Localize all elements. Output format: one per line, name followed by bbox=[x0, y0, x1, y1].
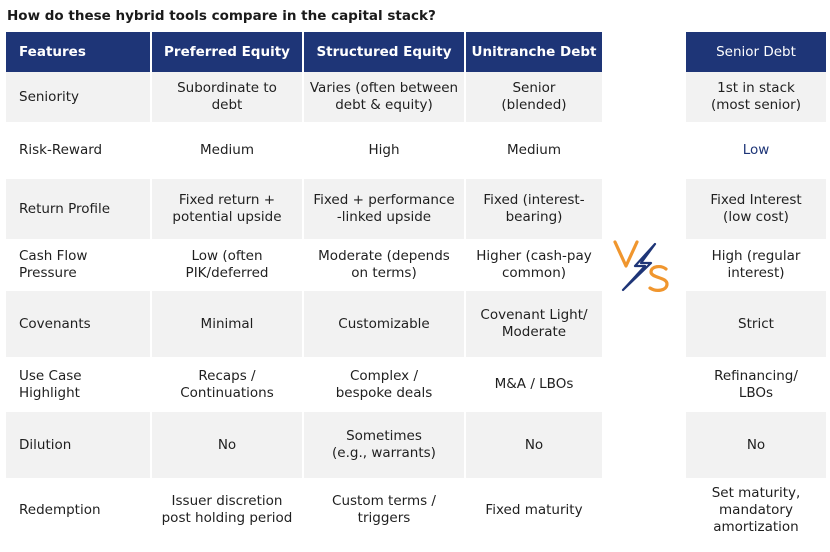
table-row: Dilution No Sometimes (e.g., warrants) N… bbox=[6, 412, 602, 478]
preferred-equity-value: Low (often PIK/deferred bbox=[152, 239, 304, 291]
unitranche-debt-value: No bbox=[524, 436, 544, 453]
senior-debt-value: No bbox=[746, 436, 766, 453]
table-row: 1st in stack (most senior) bbox=[686, 72, 826, 122]
unitranche-debt-value: Covenant Light/ Moderate bbox=[480, 307, 588, 340]
table-row: Fixed Interest (low cost) bbox=[686, 179, 826, 239]
feature-label: Return Profile bbox=[6, 179, 152, 239]
comparison-table: Features Preferred Equity Structured Equ… bbox=[6, 32, 602, 542]
preferred-equity-value: Minimal bbox=[152, 291, 304, 357]
table-row: Redemption Issuer discretion post holdin… bbox=[6, 478, 602, 542]
preferred-equity-value: Fixed return + potential upside bbox=[152, 179, 304, 239]
table-row: Return Profile Fixed return + potential … bbox=[6, 179, 602, 239]
structured-equity-value: High bbox=[304, 122, 466, 179]
table-row: Low bbox=[686, 122, 826, 179]
structured-equity-value: Complex / bespoke deals bbox=[304, 357, 466, 412]
feature-label: Covenants bbox=[6, 291, 152, 357]
table-row: Risk-Reward Medium High Medium bbox=[6, 122, 602, 179]
feature-label: Seniority bbox=[6, 72, 152, 122]
feature-label: Dilution bbox=[6, 412, 152, 478]
senior-debt-value: Set maturity, mandatory amortization bbox=[711, 484, 801, 535]
structured-equity-value: Varies (often between debt & equity) bbox=[304, 72, 466, 122]
preferred-equity-value: Subordinate to debt bbox=[152, 72, 304, 122]
senior-debt-table: Senior Debt 1st in stack (most senior) L… bbox=[686, 32, 826, 542]
feature-label: Risk-Reward bbox=[6, 122, 152, 179]
page-title: How do these hybrid tools compare in the… bbox=[7, 8, 436, 24]
senior-debt-value: High (regular interest) bbox=[711, 248, 801, 281]
table-row: Set maturity, mandatory amortization bbox=[686, 478, 826, 542]
senior-header-row: Senior Debt bbox=[686, 32, 826, 72]
senior-debt-value: Fixed Interest (low cost) bbox=[710, 192, 802, 225]
feature-label: Redemption bbox=[6, 478, 152, 542]
table-header-row: Features Preferred Equity Structured Equ… bbox=[6, 32, 602, 72]
preferred-equity-value: Issuer discretion post holding period bbox=[152, 478, 304, 542]
table-row: Use Case Highlight Recaps / Continuation… bbox=[6, 357, 602, 412]
senior-debt-value: Strict bbox=[738, 315, 774, 332]
unitranche-debt-value: Medium bbox=[507, 142, 561, 158]
feature-label: Use Case Highlight bbox=[6, 357, 152, 412]
table-row: Covenants Minimal Customizable Covenant … bbox=[6, 291, 602, 357]
senior-debt-value: Refinancing/ LBOs bbox=[714, 367, 798, 401]
preferred-equity-value: Recaps / Continuations bbox=[152, 357, 304, 412]
table-row: Seniority Subordinate to debt Varies (of… bbox=[6, 72, 602, 122]
unitranche-debt-value: Higher (cash-pay common) bbox=[476, 248, 592, 281]
preferred-equity-value: Medium bbox=[152, 122, 304, 179]
header-senior-debt: Senior Debt bbox=[716, 43, 796, 60]
header-unitranche-debt: Unitranche Debt bbox=[471, 43, 597, 60]
senior-debt-value: 1st in stack (most senior) bbox=[710, 80, 802, 113]
feature-label: Cash Flow Pressure bbox=[6, 239, 152, 291]
structured-equity-value: Custom terms / triggers bbox=[304, 478, 466, 542]
unitranche-debt-value: M&A / LBOs bbox=[494, 376, 574, 392]
table-row: Refinancing/ LBOs bbox=[686, 357, 826, 412]
table-row: Cash Flow Pressure Low (often PIK/deferr… bbox=[6, 239, 602, 291]
structured-equity-value: Fixed + performance -linked upside bbox=[304, 179, 466, 239]
unitranche-debt-value: Senior (blended) bbox=[501, 80, 567, 113]
header-features: Features bbox=[6, 32, 152, 72]
unitranche-debt-value: Fixed (interest- bearing) bbox=[483, 192, 585, 225]
table-row: High (regular interest) bbox=[686, 239, 826, 291]
structured-equity-value: Sometimes (e.g., warrants) bbox=[304, 412, 466, 478]
table-row: Strict bbox=[686, 291, 826, 357]
vs-lightning-icon bbox=[613, 240, 669, 292]
header-structured-equity: Structured Equity bbox=[304, 32, 466, 72]
unitranche-debt-value: Fixed maturity bbox=[485, 501, 583, 518]
structured-equity-value: Moderate (depends on terms) bbox=[304, 239, 466, 291]
table-row: No bbox=[686, 412, 826, 478]
preferred-equity-value: No bbox=[152, 412, 304, 478]
header-preferred-equity: Preferred Equity bbox=[152, 32, 304, 72]
structured-equity-value: Customizable bbox=[304, 291, 466, 357]
senior-debt-value: Low bbox=[742, 142, 770, 158]
